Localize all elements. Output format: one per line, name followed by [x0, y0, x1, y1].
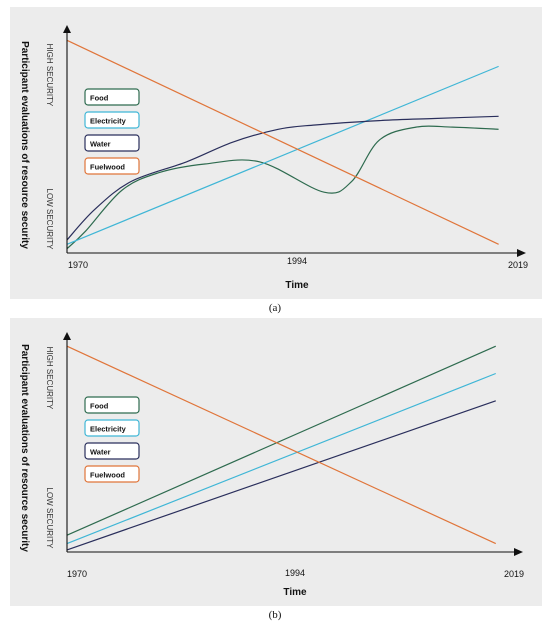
y-axis-label: Participant evaluations of resource secu… — [19, 344, 30, 552]
chart-b: Participant evaluations of resource secu… — [19, 332, 524, 598]
x-tick-label: 1994 — [287, 256, 307, 266]
legend-item-fuelwood: Fuelwood — [84, 157, 140, 175]
series-line-food — [66, 345, 496, 536]
chart-panel-a: Participant evaluations of resource secu… — [10, 7, 542, 299]
chart-panel-b: Participant evaluations of resource secu… — [10, 318, 542, 606]
caption-b: (b) — [268, 609, 282, 621]
series-line-electricity — [66, 372, 496, 545]
legend-item-electricity: Electricity — [84, 419, 140, 437]
series-line-food — [66, 125, 499, 250]
y-tick-low: LOW SECURITY — [45, 189, 54, 251]
y-axis-arrow — [63, 332, 71, 340]
legend-item-water: Water — [84, 442, 140, 460]
y-tick-high: HIGH SECURITY — [45, 44, 54, 107]
legend-item-electricity: Electricity — [84, 111, 140, 129]
x-axis-arrow — [514, 548, 523, 556]
legend-item-water: Water — [84, 134, 140, 152]
x-axis-label: Time — [283, 587, 307, 598]
y-axis-label: Participant evaluations of resource secu… — [19, 41, 30, 249]
legend-label: Electricity — [90, 117, 127, 126]
legend-label: Water — [90, 140, 111, 149]
x-tick-label: 1970 — [67, 569, 87, 579]
x-tick-label: 2019 — [504, 569, 524, 579]
series-line-electricity — [66, 65, 499, 245]
legend-item-fuelwood: Fuelwood — [84, 465, 140, 483]
x-tick-label: 1970 — [68, 260, 88, 270]
y-tick-high: HIGH SECURITY — [45, 347, 54, 410]
legend-label: Water — [90, 448, 111, 457]
series-line-fuelwood — [66, 345, 497, 545]
legend-label: Fuelwood — [90, 163, 125, 172]
series-line-fuelwood — [66, 39, 499, 245]
legend: Food Electricity Water Fuelwood — [84, 88, 140, 175]
legend-item-food: Food — [84, 88, 140, 106]
chart-a: Participant evaluations of resource secu… — [19, 25, 528, 291]
y-tick-low: LOW SECURITY — [45, 488, 54, 550]
x-tick-label: 1994 — [285, 568, 305, 578]
legend-label: Food — [90, 402, 109, 411]
y-axis-arrow — [63, 25, 71, 33]
caption-a: (a) — [268, 302, 282, 314]
legend: Food Electricity Water Fuelwood — [84, 396, 140, 483]
legend-label: Fuelwood — [90, 471, 125, 480]
legend-label: Food — [90, 94, 109, 103]
legend-item-food: Food — [84, 396, 140, 414]
x-axis-arrow — [517, 249, 526, 257]
legend-label: Electricity — [90, 425, 127, 434]
x-axis-label: Time — [285, 280, 309, 291]
series-line-water — [66, 400, 496, 551]
x-tick-label: 2019 — [508, 260, 528, 270]
series-line-water — [66, 115, 499, 241]
